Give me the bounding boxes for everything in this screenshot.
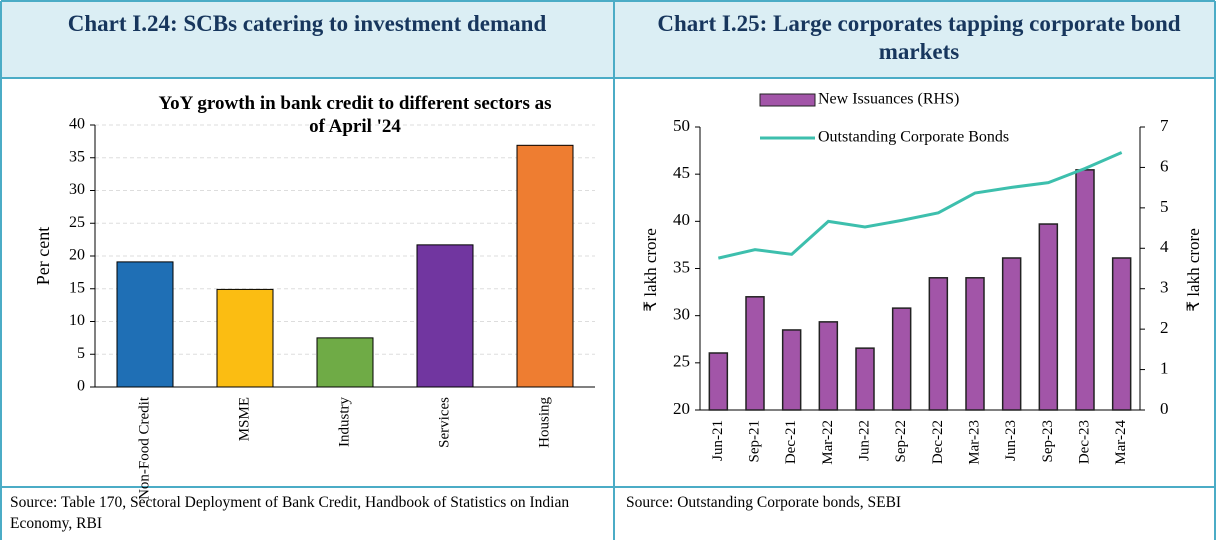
bar <box>891 307 912 411</box>
x-tick-label: MSME <box>236 397 252 441</box>
x-tick-label: Non-Food Credit <box>136 396 152 500</box>
x-tick-label: Jun-23 <box>1003 420 1019 461</box>
source: Source: Outstanding Corporate bonds, SEB… <box>626 494 902 511</box>
y-tick-label: 25 <box>69 214 85 231</box>
legend-label: New Issuances (RHS) <box>818 91 959 108</box>
y-axis-label: Per cent <box>33 227 53 285</box>
y2-tick-label: 5 <box>1160 197 1169 216</box>
x-tick-label: Dec-23 <box>1076 420 1092 464</box>
y-tick-label: 45 <box>673 163 690 182</box>
y-tick-label: 50 <box>673 116 690 135</box>
bar <box>745 296 765 411</box>
header-band <box>1 1 1215 78</box>
bar <box>1001 257 1022 411</box>
bar <box>928 277 949 411</box>
bar <box>965 277 985 411</box>
x-tick-label: Services <box>436 397 452 448</box>
y-tick-label: 35 <box>673 257 690 276</box>
panel-title: Chart I.24: SCBs catering to investment … <box>67 11 547 36</box>
x-tick-label: Mar-24 <box>1113 420 1129 465</box>
y2-tick-label: 7 <box>1160 116 1169 135</box>
source: Source: Table 170, Sectoral Deployment o… <box>10 494 570 532</box>
bar <box>781 329 802 411</box>
bar <box>855 347 875 411</box>
bar <box>516 144 574 388</box>
bar <box>316 337 374 388</box>
bar <box>216 288 274 388</box>
chart-subtitle: YoY growth in bank credit to different s… <box>158 93 552 137</box>
y2-tick-label: 4 <box>1160 237 1169 256</box>
x-tick-label: Sep-23 <box>1040 420 1056 463</box>
bar <box>1111 257 1132 411</box>
bar <box>416 244 474 388</box>
y-tick-label: 30 <box>673 305 690 324</box>
y-tick-label: 5 <box>77 345 85 362</box>
legend-label: Outstanding Corporate Bonds <box>818 129 1009 146</box>
y-tick-label: 15 <box>69 279 85 296</box>
bar <box>818 321 839 411</box>
y-axis-label: ₹ lakh crore <box>641 228 660 312</box>
y-tick-label: 25 <box>673 352 690 371</box>
bar <box>708 352 729 411</box>
panel-title: Chart I.25: Large corporates tapping cor… <box>657 11 1181 64</box>
y-tick-label: 40 <box>69 116 85 133</box>
bar <box>1075 169 1095 411</box>
y2-tick-label: 1 <box>1160 358 1169 377</box>
y-tick-label: 40 <box>673 210 690 229</box>
x-tick-label: Jun-21 <box>710 420 726 461</box>
y2-tick-label: 6 <box>1160 156 1169 175</box>
bar <box>116 261 174 388</box>
legend-swatch <box>759 93 816 107</box>
y-tick-label: 0 <box>77 378 85 395</box>
line <box>717 151 1123 260</box>
x-tick-label: Mar-22 <box>820 420 836 465</box>
y-tick-label: 20 <box>69 247 85 264</box>
x-tick-label: Jun-22 <box>856 420 872 461</box>
y-tick-label: 20 <box>673 399 690 418</box>
x-tick-label: Housing <box>536 397 552 448</box>
x-tick-label: Industry <box>336 397 352 447</box>
y2-tick-label: 3 <box>1160 278 1169 297</box>
y-tick-label: 30 <box>69 181 85 198</box>
y2-axis-label: ₹ lakh crore <box>1184 228 1203 312</box>
y-tick-label: 35 <box>69 148 85 165</box>
x-tick-label: Dec-22 <box>930 420 946 464</box>
y2-tick-label: 0 <box>1160 399 1169 418</box>
x-tick-label: Sep-21 <box>746 420 762 463</box>
bar <box>1038 223 1059 411</box>
y2-tick-label: 2 <box>1160 318 1169 337</box>
x-tick-label: Sep-22 <box>893 420 909 463</box>
x-tick-label: Mar-23 <box>966 420 982 465</box>
x-tick-label: Dec-21 <box>783 420 799 464</box>
y-tick-label: 10 <box>69 312 85 329</box>
